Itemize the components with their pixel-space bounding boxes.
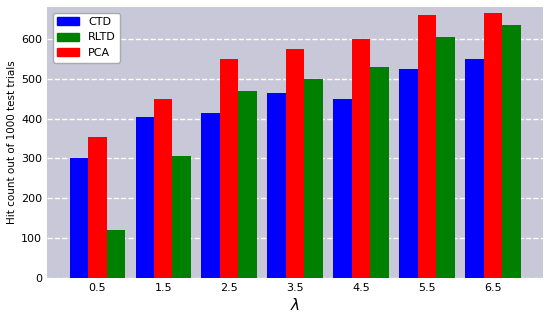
Legend: CTD, RLTD, PCA: CTD, RLTD, PCA [53, 12, 120, 62]
Bar [173, 156, 191, 278]
Bar [107, 230, 125, 278]
Bar [399, 69, 417, 278]
Bar [88, 137, 107, 278]
Bar [238, 91, 257, 278]
Bar [220, 59, 238, 278]
X-axis label: $\lambda$: $\lambda$ [290, 297, 300, 313]
Bar [304, 79, 323, 278]
Bar [436, 37, 455, 278]
Y-axis label: Hit count out of 1000 test trials: Hit count out of 1000 test trials [7, 60, 17, 224]
Bar [286, 49, 304, 278]
Bar [154, 99, 173, 278]
Bar [502, 25, 520, 278]
Bar [201, 113, 220, 278]
Bar [370, 67, 389, 278]
Bar [135, 116, 154, 278]
Bar [465, 59, 483, 278]
Bar [333, 99, 352, 278]
Bar [352, 39, 370, 278]
Bar [70, 158, 88, 278]
Bar [417, 15, 436, 278]
Bar [267, 93, 286, 278]
Bar [483, 13, 502, 278]
